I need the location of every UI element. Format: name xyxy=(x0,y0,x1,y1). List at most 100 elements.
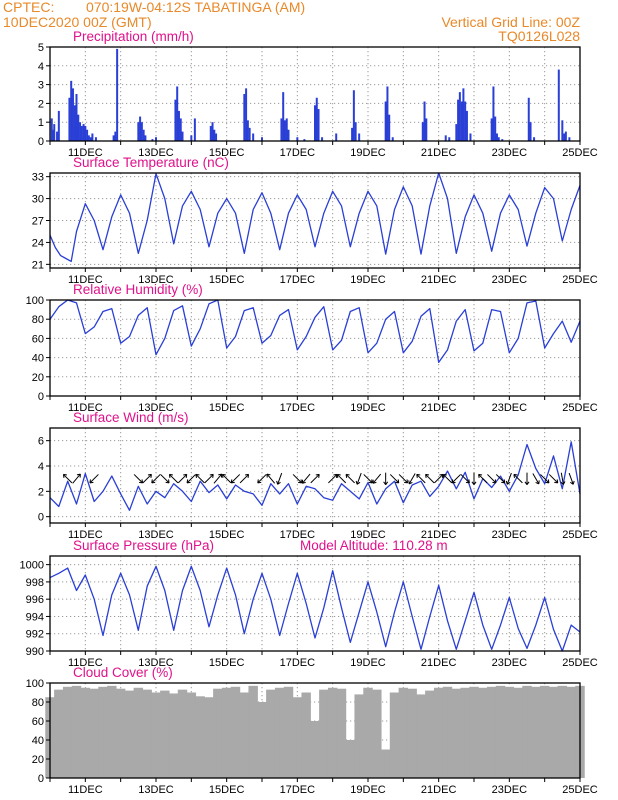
cloud-bar xyxy=(98,686,108,778)
x-tick-label: 13DEC xyxy=(138,147,174,159)
cloud-bar xyxy=(80,687,91,778)
precip-bar xyxy=(283,120,286,141)
precip-bar xyxy=(209,125,212,141)
wind-arrow xyxy=(328,473,338,484)
x-tick-label: 21DEC xyxy=(421,529,457,541)
y-tick-label: 40 xyxy=(32,353,44,365)
wind-arrow xyxy=(416,473,426,484)
x-tick-label: 17DEC xyxy=(280,657,316,669)
panel-frame xyxy=(49,299,581,397)
y-tick-label: 1 xyxy=(38,117,44,129)
cloud-bar xyxy=(213,688,223,778)
wind-arrow xyxy=(239,473,250,484)
panel-title: Precipitation (mm/h) xyxy=(73,29,194,44)
wind-arrow xyxy=(398,474,409,484)
precip-bar xyxy=(384,101,387,141)
precip-bar xyxy=(140,122,143,141)
precip-bar xyxy=(391,137,394,141)
cloud-bar xyxy=(292,697,303,778)
precip-bar xyxy=(335,133,338,141)
cloud-bar xyxy=(495,685,506,778)
x-tick-label: 11DEC xyxy=(68,274,103,286)
x-tick-label: 15DEC xyxy=(209,274,245,286)
wind-arrow xyxy=(408,473,416,485)
panel-title: Cloud Cover (%) xyxy=(73,665,173,680)
precip-bar xyxy=(190,135,193,141)
precip-bar xyxy=(57,110,60,141)
precip-bar xyxy=(321,137,324,141)
wind-arrow xyxy=(195,473,205,484)
cloud-bar xyxy=(89,688,99,778)
x-tick-label: 25DEC xyxy=(562,402,598,414)
precip-bar xyxy=(455,124,458,141)
precip-bar xyxy=(421,122,424,141)
precip-bar xyxy=(193,118,196,141)
x-tick-label: 13DEC xyxy=(138,274,174,286)
precip-bar xyxy=(75,94,78,141)
precip-bar xyxy=(444,135,447,141)
precip-bar xyxy=(114,131,117,141)
wind-arrow xyxy=(451,474,461,484)
x-tick-label: 21DEC xyxy=(421,274,457,286)
cloud-bar xyxy=(62,686,73,778)
cloud-bar xyxy=(442,686,453,778)
panel-frame xyxy=(49,427,581,524)
wind-arrow xyxy=(142,473,152,484)
x-tick-label: 15DEC xyxy=(209,402,245,414)
cloud-bar xyxy=(266,689,276,778)
series-line-4 xyxy=(49,441,581,511)
cloud-bar xyxy=(160,690,170,778)
y-tick-label: 30 xyxy=(32,194,44,206)
cloud-bar xyxy=(363,687,373,778)
cloud-bar xyxy=(469,686,479,778)
y-tick-label: 2 xyxy=(38,486,44,498)
y-tick-label: 20 xyxy=(32,372,44,384)
cloud-bar xyxy=(336,688,347,778)
precip-bar xyxy=(287,129,290,141)
wind-arrow xyxy=(151,474,161,484)
panel-6: 0 20 40 60 80 100 11DEC 13DEC 15DEC 17DEC 19DEC 21D… xyxy=(26,665,598,796)
x-tick-label: 15DEC xyxy=(209,784,245,796)
precip-bar xyxy=(245,88,248,141)
x-tick-label: 19DEC xyxy=(350,529,386,541)
y-tick-label: 20 xyxy=(32,754,44,766)
precip-bar xyxy=(79,122,82,141)
precip-bar xyxy=(80,125,83,141)
x-tick-label: 21DEC xyxy=(421,657,457,669)
precip-bar xyxy=(465,110,468,141)
precip-bar xyxy=(86,129,89,141)
precip-bar xyxy=(495,133,498,141)
wind-arrow xyxy=(560,472,566,485)
wind-arrow xyxy=(495,474,506,484)
panel-title: Surface Wind (m/s) xyxy=(73,410,189,425)
wind-arrow xyxy=(168,473,179,484)
x-tick-label: 11DEC xyxy=(68,402,103,414)
precip-bar xyxy=(144,135,147,141)
y-tick-label: 24 xyxy=(32,237,44,249)
x-tick-label: 25DEC xyxy=(562,274,598,286)
x-tick-label: 21DEC xyxy=(421,784,457,796)
cloud-bar xyxy=(177,689,188,778)
y-tick-label: 21 xyxy=(32,259,44,271)
cloud-bar xyxy=(478,687,488,778)
y-tick-label: 40 xyxy=(32,735,44,747)
x-tick-label: 23DEC xyxy=(492,402,528,414)
cloud-bar xyxy=(354,694,364,778)
y-tick-label: 0 xyxy=(38,391,44,403)
cloud-bar xyxy=(54,689,64,778)
wind-arrow xyxy=(478,473,488,484)
precip-bar xyxy=(211,122,214,141)
cloud-bar xyxy=(389,692,400,778)
precip-bar xyxy=(243,94,246,141)
precip-bar xyxy=(352,90,355,141)
precip-bar xyxy=(533,137,536,141)
wind-arrow xyxy=(524,472,530,485)
wind-arrow xyxy=(425,473,435,484)
precip-bar xyxy=(351,127,354,141)
x-tick-label: 23DEC xyxy=(492,784,528,796)
wind-arrow xyxy=(389,474,400,484)
panel-frame xyxy=(49,682,581,779)
x-tick-label: 17DEC xyxy=(280,274,316,286)
cloud-bar xyxy=(248,685,258,778)
